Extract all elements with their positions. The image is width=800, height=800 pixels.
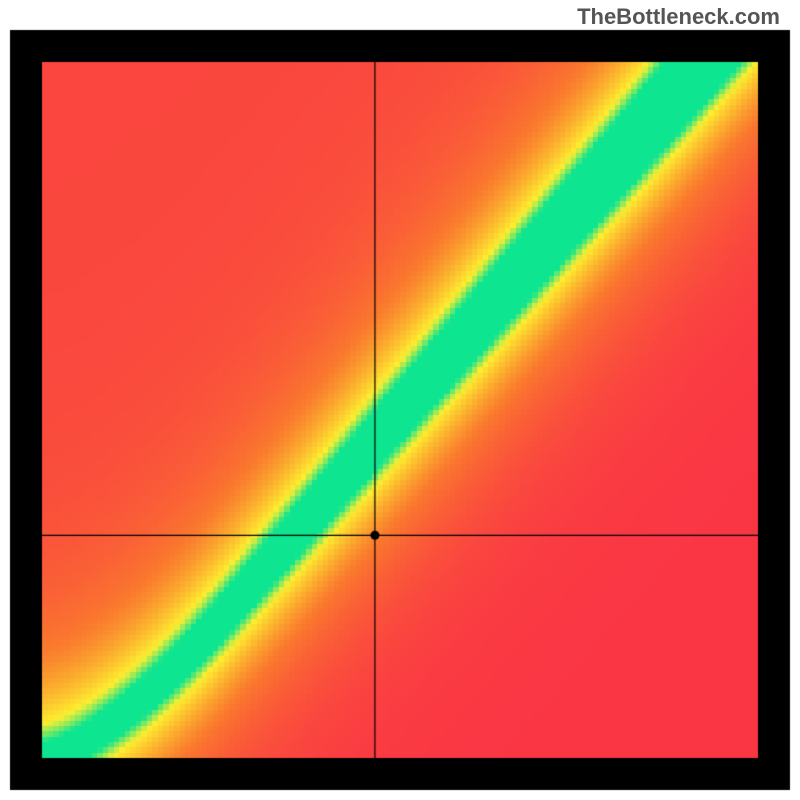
heatmap-canvas bbox=[0, 0, 800, 800]
chart-container: TheBottleneck.com bbox=[0, 0, 800, 800]
attribution-label: TheBottleneck.com bbox=[577, 4, 780, 30]
